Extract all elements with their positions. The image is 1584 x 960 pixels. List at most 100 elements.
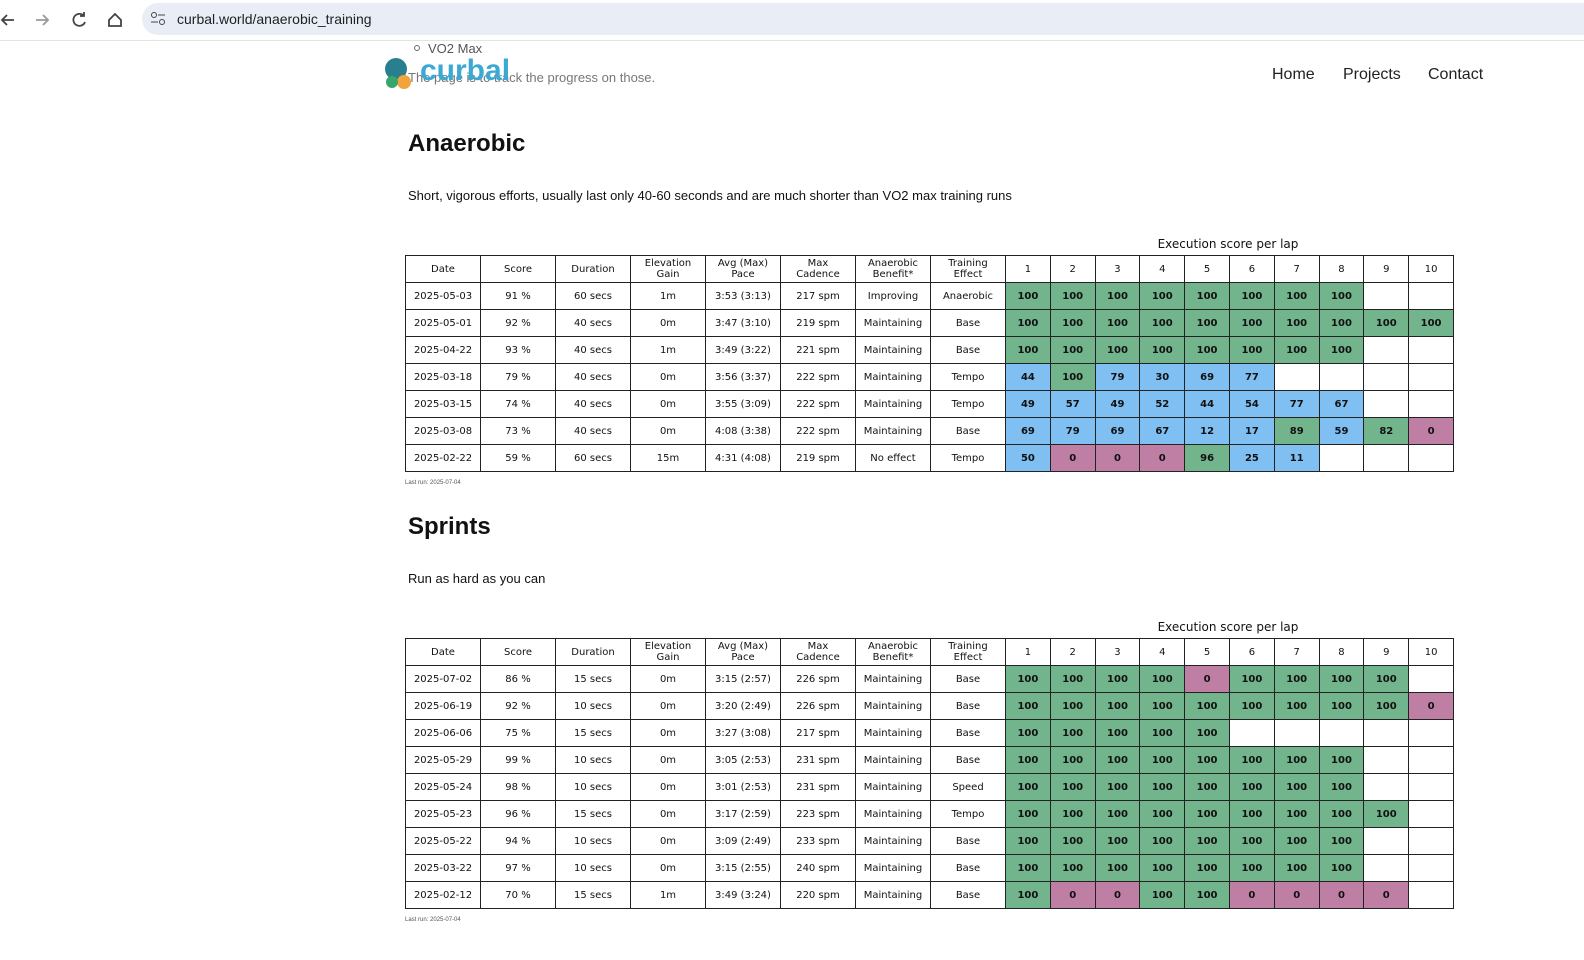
header-cell: 4 [1139,255,1186,283]
lap-score-cell: 100 [1229,692,1275,720]
table-cell: 3:15 (2:57) [705,665,781,693]
lap-score-cell: 100 [1139,746,1186,774]
header-cell: Avg (Max) Pace [705,638,781,666]
table-cell: 231 spm [780,746,856,774]
lap-score-cell: 100 [1094,692,1141,720]
table-cell: Maintaining [855,773,931,801]
table-cell: 2025-07-02 [405,665,481,693]
table-cell: 15m [630,444,706,472]
section-title: Sprints [408,513,491,540]
lap-score-cell: 100 [1363,692,1410,720]
site-info-icon[interactable] [150,11,166,27]
lap-score-cell: 100 [1273,336,1320,364]
table-cell: 59 % [480,444,556,472]
table-cell: Maintaining [855,309,931,337]
table-cell: 3:56 (3:37) [705,363,781,391]
lap-score-cell: 100 [1094,827,1141,855]
lap-score-cell: 100 [1318,309,1365,337]
table-cell: 60 secs [555,444,631,472]
header-cell: 6 [1229,638,1275,666]
last-run-note: Last run: 2025-07-04 [405,917,461,923]
last-run-note: Last run: 2025-07-04 [405,480,461,486]
table-cell: 0m [630,363,706,391]
header-cell: Score [480,638,556,666]
lap-score-cell: 100 [1273,773,1320,801]
table-cell: Base [930,665,1006,693]
table-cell: Maintaining [855,665,931,693]
header-cell: 8 [1318,255,1365,283]
table-cell: 2025-04-22 [405,336,481,364]
lap-score-cell [1363,827,1410,855]
table-cell: Maintaining [855,800,931,828]
lap-score-cell: 100 [1094,309,1141,337]
table-cell: 2025-05-03 [405,282,481,310]
lap-score-cell: 25 [1229,444,1275,472]
lap-score-cell: 100 [1094,336,1141,364]
table-cell: 10 secs [555,854,631,882]
lap-score-cell: 69 [1094,417,1141,445]
lap-score-cell: 100 [1229,773,1275,801]
table-cell: 60 secs [555,282,631,310]
logo[interactable]: curbal [420,54,511,87]
lap-score-cell: 89 [1273,417,1320,445]
table-cell: 1m [630,881,706,909]
lap-score-cell: 100 [1049,827,1096,855]
lap-score-cell: 67 [1318,390,1365,418]
table-cell: 3:01 (2:53) [705,773,781,801]
lap-score-cell: 44 [1005,363,1051,391]
lap-score-cell: 49 [1005,390,1051,418]
table-cell: 79 % [480,363,556,391]
table-cell: 3:09 (2:49) [705,827,781,855]
table-cell: 231 spm [780,773,856,801]
lap-score-cell [1408,746,1454,774]
lap-score-cell: 100 [1139,692,1186,720]
table-cell: 0m [630,854,706,882]
lap-score-cell: 100 [1273,827,1320,855]
lap-score-cell: 100 [1139,309,1186,337]
table-cell: 4:31 (4:08) [705,444,781,472]
header-cell: 2 [1049,255,1096,283]
table-cell: 0m [630,309,706,337]
lap-score-cell [1363,719,1410,747]
lap-score-cell: 100 [1229,746,1275,774]
nav-link[interactable]: Projects [1343,66,1401,83]
lap-score-cell: 100 [1273,309,1320,337]
section-description: Short, vigorous efforts, usually last on… [408,188,1012,203]
lap-score-cell [1363,854,1410,882]
header-cell: 5 [1184,255,1230,283]
lap-score-cell: 100 [1139,881,1186,909]
table-cell: 10 secs [555,827,631,855]
header-cell: Date [405,255,481,283]
lap-score-cell [1408,282,1454,310]
lap-score-cell: 0 [1363,881,1410,909]
lap-score-cell: 100 [1184,746,1230,774]
lap-score-cell: 54 [1229,390,1275,418]
nav-link[interactable]: Contact [1428,66,1484,83]
table-cell: 4:08 (3:38) [705,417,781,445]
table-cell: 40 secs [555,390,631,418]
table-cell: Maintaining [855,390,931,418]
browser-buttons[interactable] [0,8,130,32]
table-cell: 40 secs [555,309,631,337]
table-cell: 3:53 (3:13) [705,282,781,310]
lap-score-cell: 50 [1005,444,1051,472]
lap-score-cell: 100 [1139,336,1186,364]
lap-score-cell: 77 [1273,390,1320,418]
nav-link[interactable]: Home [1272,66,1315,83]
table-cell: Base [930,719,1006,747]
lap-score-cell: 69 [1184,363,1230,391]
table-cell: 217 spm [780,719,856,747]
header-cell: Anaerobic Benefit* [855,255,931,283]
table-cell: 2025-05-29 [405,746,481,774]
address-bar[interactable] [142,3,1584,35]
lap-score-cell: 100 [1184,282,1230,310]
lap-score-cell: 100 [1005,827,1051,855]
lap-score-cell: 100 [1005,746,1051,774]
header-cell: Date [405,638,481,666]
lap-score-cell: 100 [1184,881,1230,909]
url[interactable]: curbal.world/anaerobic_training [177,11,372,27]
lap-score-cell: 100 [1049,719,1096,747]
table-cell: 222 spm [780,390,856,418]
table-cell: 2025-05-23 [405,800,481,828]
table-cell: Base [930,827,1006,855]
